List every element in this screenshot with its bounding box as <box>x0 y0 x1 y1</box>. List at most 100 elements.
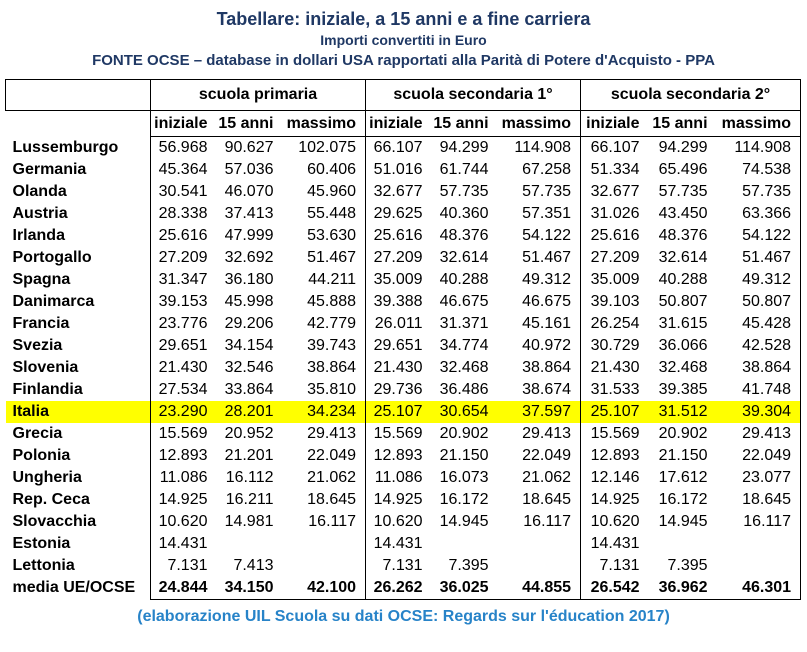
value-cell: 26.262 <box>365 577 432 600</box>
value-cell: 45.161 <box>522 315 572 332</box>
table-row: Olanda 30.541 46.070 45.960 32.677 57.73… <box>6 181 802 203</box>
value-cell: 32.692 <box>224 249 274 266</box>
table-row: Rep. Ceca 14.925 16.211 18.645 14.925 16… <box>6 489 802 511</box>
value-cell: 39.103 <box>580 291 649 313</box>
value-cell: 32.614 <box>439 249 489 266</box>
value-cell: 18.645 <box>716 489 802 511</box>
value-cell: 31.533 <box>580 379 649 401</box>
value-cell: 94.299 <box>439 139 489 156</box>
table-row: Portogallo 27.209 32.692 51.467 27.209 3… <box>6 247 802 269</box>
value-cell: 38.864 <box>716 357 802 379</box>
value-cell: 36.962 <box>648 577 717 600</box>
value-cell: 27.209 <box>580 247 649 269</box>
value-cell: 33.864 <box>224 381 274 398</box>
country-label: Portogallo <box>12 249 92 266</box>
country-label: Polonia <box>12 447 71 464</box>
value-cell: 22.049 <box>307 447 357 464</box>
value-cell <box>498 555 581 577</box>
table-row: Danimarca 39.153 45.998 45.888 39.388 46… <box>6 291 802 313</box>
value-cell: 46.675 <box>522 293 572 310</box>
value-cell: 74.538 <box>716 159 802 181</box>
value-cell: 21.430 <box>150 357 217 379</box>
table-row: Slovacchia 10.620 14.981 16.117 10.620 1… <box>6 511 802 533</box>
value-cell <box>716 555 802 577</box>
value-cell <box>283 555 366 577</box>
value-cell: 38.864 <box>522 359 572 376</box>
value-cell: 39.388 <box>365 291 432 313</box>
value-cell: 7.131 <box>365 555 432 577</box>
country-label: Spagna <box>12 271 71 288</box>
value-cell: 35.009 <box>365 269 432 291</box>
value-cell: 21.201 <box>224 447 274 464</box>
table-row: Svezia 29.651 34.154 39.743 29.651 34.77… <box>6 335 802 357</box>
value-cell: 35.810 <box>307 381 357 398</box>
value-cell: 26.011 <box>365 313 432 335</box>
value-cell: 60.406 <box>307 161 357 178</box>
value-cell: 40.288 <box>658 271 708 288</box>
value-cell: 114.908 <box>514 139 572 156</box>
value-cell: 45.428 <box>716 313 802 335</box>
credit-line: (elaborazione UIL Scuola su dati OCSE: R… <box>137 608 670 625</box>
value-cell: 12.893 <box>150 445 217 467</box>
table-row: Finlandia 27.534 33.864 35.810 29.736 36… <box>6 379 802 401</box>
value-cell: 21.150 <box>439 447 489 464</box>
value-cell: 11.086 <box>365 467 432 489</box>
country-label: Rep. Ceca <box>12 491 90 508</box>
subheader-iniziale: iniziale <box>580 110 649 137</box>
value-cell: 14.925 <box>365 489 432 511</box>
table-row: Italia 23.290 28.201 34.234 25.107 30.65… <box>5 401 802 423</box>
value-cell: 28.338 <box>150 203 217 225</box>
value-cell: 10.620 <box>580 511 649 533</box>
value-cell: 57.036 <box>224 161 274 178</box>
value-cell: 15.569 <box>580 423 649 445</box>
value-cell: 14.431 <box>150 533 217 555</box>
group-header-secondaria-2: scuola secondaria 2° <box>580 79 802 111</box>
table-row: Lussemburgo 56.968 90.627 102.075 66.107… <box>6 136 802 159</box>
value-cell: 7.131 <box>150 555 217 577</box>
value-cell: 25.107 <box>580 401 649 423</box>
value-cell: 12.893 <box>580 445 649 467</box>
value-cell: 29.413 <box>716 423 802 445</box>
value-cell: 39.153 <box>150 291 217 313</box>
value-cell: 25.107 <box>365 401 432 423</box>
value-cell: 7.395 <box>448 557 489 574</box>
value-cell <box>432 533 498 555</box>
subheader-15anni: 15 anni <box>648 110 717 137</box>
value-cell: 38.864 <box>307 359 357 376</box>
group-header-secondaria-1: scuola secondaria 1° <box>365 79 581 111</box>
country-label: Svezia <box>12 337 63 354</box>
subheader-massimo: massimo <box>716 110 802 137</box>
value-cell: 51.016 <box>365 159 432 181</box>
value-cell: 25.616 <box>580 225 649 247</box>
value-cell: 12.893 <box>365 445 432 467</box>
table-row: Estonia 14.431 14.431 14.431 <box>6 533 802 555</box>
value-cell: 67.258 <box>522 161 572 178</box>
value-cell: 16.211 <box>225 491 274 508</box>
country-label: Lussemburgo <box>12 138 119 156</box>
subheader-15anni: 15 anni <box>216 110 283 137</box>
value-cell: 29.736 <box>365 379 432 401</box>
value-cell: 37.413 <box>224 205 274 222</box>
subheader-iniziale: iniziale <box>150 110 217 137</box>
value-cell: 32.677 <box>365 181 432 203</box>
value-cell: 34.234 <box>282 401 366 423</box>
value-cell: 14.945 <box>439 513 489 530</box>
value-cell: 29.625 <box>365 203 432 225</box>
value-cell: 32.546 <box>224 359 274 376</box>
value-cell: 94.299 <box>658 139 708 156</box>
value-cell: 31.371 <box>439 315 489 332</box>
value-cell: 23.290 <box>150 401 217 423</box>
value-cell: 32.677 <box>580 181 649 203</box>
value-cell: 22.049 <box>522 447 572 464</box>
value-cell: 56.968 <box>150 136 217 159</box>
value-cell: 54.122 <box>716 225 802 247</box>
value-cell <box>498 533 581 555</box>
value-cell: 65.496 <box>658 161 708 178</box>
value-cell <box>649 533 717 555</box>
country-label: Lettonia <box>12 557 75 574</box>
country-label: media UE/OCSE <box>12 579 136 597</box>
value-cell: 90.627 <box>224 139 274 156</box>
country-label: Slovacchia <box>12 513 97 530</box>
value-cell: 30.654 <box>431 401 498 423</box>
value-cell: 51.467 <box>307 249 357 266</box>
